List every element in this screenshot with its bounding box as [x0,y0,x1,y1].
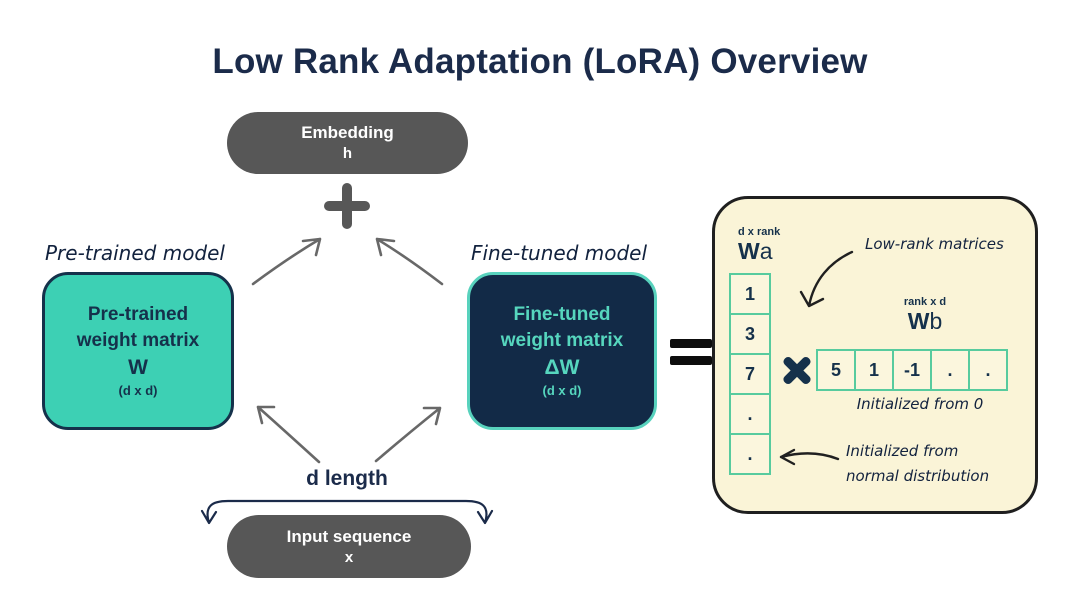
finetuned-line2: weight matrix [500,329,624,351]
wa-cell: 1 [729,273,771,315]
d-length-label: d length [306,467,388,490]
wb-dims-label: rank x d [903,296,947,308]
wb-name-sub: b [929,308,943,334]
pretrained-dims: (d x d) [118,383,158,399]
normal-init-line2: normal distribution [846,466,990,485]
wa-column-vector: 1 3 7 . . [729,273,771,475]
finetuned-line1: Fine-tuned [513,304,611,326]
wb-cell: 1 [854,349,894,391]
pretrained-line1: Pre-trained [87,304,189,326]
wb-name: Wb [865,308,985,335]
finetuned-caption: Fine-tuned model [470,241,648,265]
wa-name-sub: a [759,238,773,264]
wa-cell: 3 [729,313,771,355]
wb-name-main: W [907,308,930,334]
input-sequence-node: Input sequence x [227,515,471,578]
input-sequence-label: Input sequence [286,526,412,546]
embedding-symbol: h [342,145,353,163]
normal-init-note: Initialized from normal distribution [846,439,989,489]
arrow-input-to-pretrained [256,405,321,464]
arrow-pretrained-to-plus [251,237,322,286]
wa-dims-label: d x rank [738,226,781,238]
wa-name-main: W [738,238,760,264]
low-rank-note: Low-rank matrices [865,235,1004,253]
wb-cell: -1 [892,349,932,391]
wa-cell: . [729,393,771,435]
pretrained-symbol: W [128,355,148,379]
multiply-icon [779,352,815,388]
plus-icon [324,183,370,229]
wb-cell: . [968,349,1008,391]
pretrained-weight-matrix-box: Pre-trained weight matrix W (d x d) [42,272,234,430]
embedding-label: Embedding [301,123,394,143]
arrow-input-to-finetuned [374,406,442,463]
finetuned-symbol: ΔW [544,355,580,379]
normal-init-line1: Initialized from [846,442,959,460]
wb-cell: 5 [816,349,856,391]
wa-cell: . [729,433,771,475]
wa-name: Wa [738,238,773,265]
finetuned-weight-matrix-box: Fine-tuned weight matrix ΔW (d x d) [467,272,657,430]
page-title: Low Rank Adaptation (LoRA) Overview [212,42,868,81]
wb-row-vector: 5 1 -1 . . [816,349,1008,391]
finetuned-dims: (d x d) [542,383,582,399]
pretrained-caption: Pre-trained model [45,241,225,265]
arrow-finetuned-to-plus [375,237,444,286]
input-sequence-symbol: x [344,548,354,566]
zero-init-note: Initialized from 0 [856,395,984,413]
embedding-node: Embedding h [227,112,468,174]
wb-cell: . [930,349,970,391]
wa-cell: 7 [729,353,771,395]
pretrained-line2: weight matrix [76,329,200,351]
low-rank-panel: d x rank Wa 1 3 7 . . rank x d Wb 5 1 -1… [712,196,1038,514]
equals-icon [670,337,712,367]
